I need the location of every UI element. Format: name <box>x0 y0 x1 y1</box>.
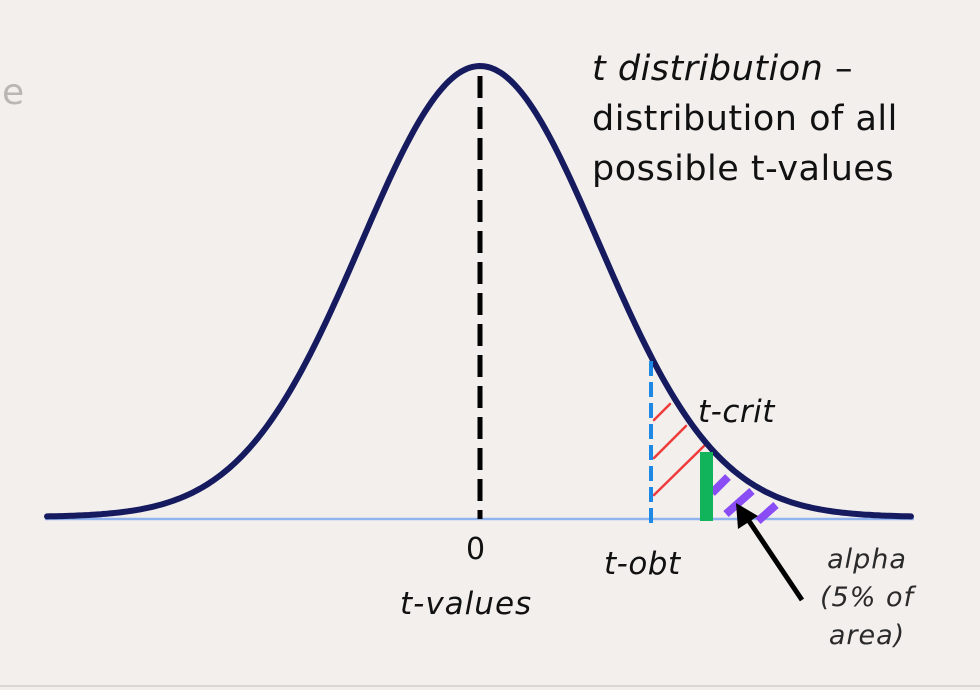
title-term: t distribution <box>592 49 824 89</box>
alpha-arrow-shaft <box>744 516 805 602</box>
t-obt-label: t-obt <box>604 546 681 582</box>
alpha-hatch-stroke <box>723 488 755 517</box>
alpha-annotation: alpha (5% of area) <box>820 541 914 655</box>
alpha-line-2: (5% of <box>820 582 914 613</box>
title-line-2: distribution of all <box>592 99 898 139</box>
alpha-arrow <box>736 503 805 602</box>
zero-tick-label: 0 <box>466 532 486 567</box>
t-obt-hatch-stroke <box>652 444 706 497</box>
t-crit-label: t-crit <box>698 394 775 430</box>
alpha-hatch-stroke <box>755 502 779 524</box>
t-obt-hatched-region <box>652 402 706 497</box>
alpha-line-1: alpha <box>827 544 907 575</box>
t-crit-marker <box>700 452 713 521</box>
title-line-1: t distribution – <box>592 44 898 94</box>
x-axis-label: t-values <box>400 586 533 622</box>
title-line-3: possible t-values <box>592 149 895 189</box>
alpha-hatch-stroke <box>709 474 731 496</box>
diagram-title: t distribution – distribution of all pos… <box>592 44 898 194</box>
alpha-arrow-head <box>736 503 758 529</box>
alpha-hatched-region <box>709 474 779 524</box>
slide-edge-letter: e <box>2 72 25 113</box>
alpha-line-3: area) <box>828 620 906 651</box>
title-dash: – <box>823 49 853 89</box>
t-obt-hatch-stroke <box>652 402 672 422</box>
t-obt-hatch-stroke <box>652 424 688 460</box>
t-distribution-curve <box>44 63 914 520</box>
